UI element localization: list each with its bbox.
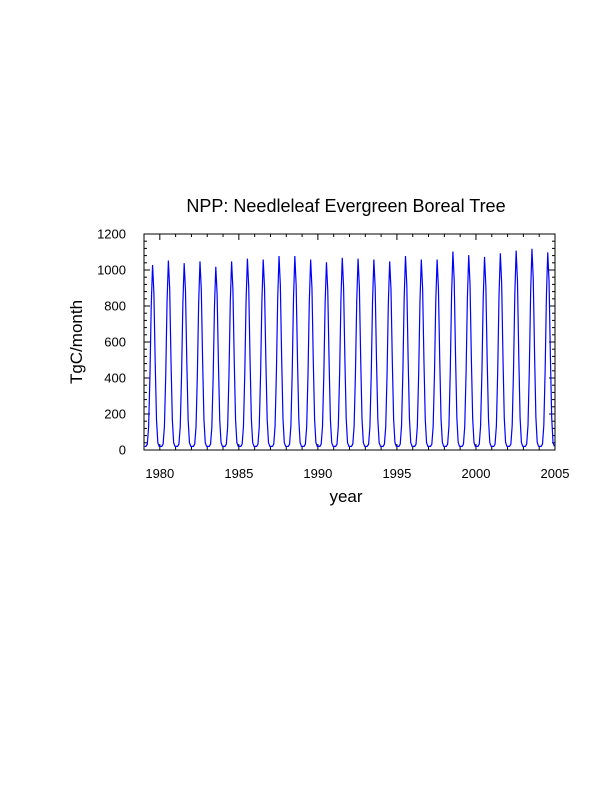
x-tick-label: 1980 <box>145 466 174 481</box>
y-tick-label: 1200 <box>97 227 126 242</box>
y-tick-label: 800 <box>104 299 126 314</box>
x-axis-label: year <box>329 487 362 506</box>
y-tick-labels: 0 200 400 600 800 1000 1200 <box>97 227 126 458</box>
x-tick-label: 1990 <box>303 466 332 481</box>
x-tick-labels: 1980 1985 1990 1995 2000 2005 <box>145 466 569 481</box>
npp-series-line <box>144 248 555 448</box>
y-axis-label: TgC/month <box>67 300 86 384</box>
y-tick-label: 1000 <box>97 263 126 278</box>
chart-title: NPP: Needleleaf Evergreen Boreal Tree <box>186 196 505 216</box>
y-tick-label: 200 <box>104 407 126 422</box>
y-tick-label: 600 <box>104 335 126 350</box>
x-tick-label: 1985 <box>224 466 253 481</box>
y-tick-label: 400 <box>104 371 126 386</box>
major-ticks <box>144 233 556 451</box>
y-tick-label: 0 <box>119 443 126 458</box>
plot-frame <box>143 233 556 451</box>
x-tick-label: 1995 <box>382 466 411 481</box>
minor-ticks <box>143 234 555 450</box>
x-tick-label: 2005 <box>541 466 570 481</box>
x-tick-label: 2000 <box>462 466 491 481</box>
